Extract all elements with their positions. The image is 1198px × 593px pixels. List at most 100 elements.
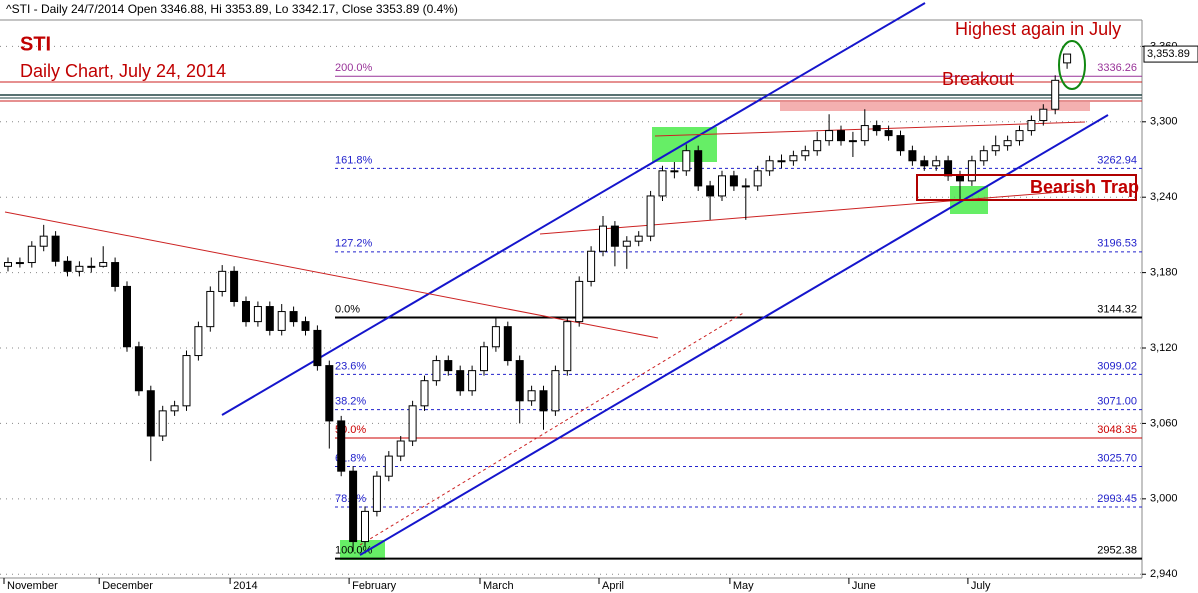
- candle-body: [194, 326, 203, 357]
- candle-body: [658, 170, 667, 197]
- candle-body: [515, 360, 524, 402]
- candle-body: [527, 390, 536, 402]
- candle-body: [872, 125, 881, 132]
- highlight-ellipse: [1058, 40, 1086, 90]
- candle-body: [539, 390, 548, 412]
- chart-title: STI: [20, 33, 51, 55]
- fib-value: 3071.00: [1097, 396, 1137, 408]
- highlight: [340, 540, 385, 560]
- candle-body: [63, 260, 72, 272]
- candle-body: [27, 245, 36, 264]
- x-tick-label: 2014: [233, 580, 257, 592]
- candle-body: [813, 140, 822, 152]
- fib-name: 161.8%: [335, 154, 373, 166]
- candle-body: [39, 235, 48, 247]
- candle-body: [765, 160, 774, 172]
- candle-body: [741, 185, 750, 188]
- trend-line: [4, 211, 659, 339]
- candle-body: [777, 160, 786, 163]
- fib-name: 200.0%: [335, 62, 373, 74]
- annotation: Breakout: [942, 69, 1014, 89]
- candle-body: [111, 262, 120, 287]
- candle-body: [289, 311, 298, 323]
- fib-value: 3262.94: [1097, 154, 1137, 166]
- fib-value: 2993.45: [1097, 493, 1137, 505]
- candle-body: [967, 160, 976, 182]
- header: ^STI - Daily 24/7/2014 Open 3346.88, Hi …: [6, 2, 458, 16]
- candle-body: [848, 140, 857, 143]
- candle-body: [182, 355, 191, 407]
- fib-name: 127.2%: [335, 238, 373, 250]
- candle-body: [991, 145, 1000, 152]
- candle-body: [456, 370, 465, 392]
- candle-body: [896, 135, 905, 152]
- last-price-label: 3,353.89: [1147, 48, 1190, 60]
- candle-body: [396, 440, 405, 457]
- candle-body: [158, 410, 167, 437]
- candle-body: [599, 225, 607, 252]
- candle-body: [87, 265, 96, 268]
- x-tick-label: June: [852, 580, 876, 592]
- trend-line: [654, 121, 1086, 137]
- y-tick-label: 2,940: [1150, 568, 1178, 580]
- fib-value: 3099.02: [1097, 360, 1137, 372]
- candle-body: [1039, 108, 1048, 122]
- candle-body: [337, 420, 346, 472]
- x-tick-label: April: [602, 580, 624, 592]
- fib-name: 23.6%: [335, 360, 366, 372]
- y-tick-label: 3,180: [1150, 267, 1178, 279]
- candle-body: [575, 280, 584, 323]
- x-tick-label: March: [483, 580, 514, 592]
- fib-value: 2952.38: [1097, 545, 1137, 557]
- candle-body: [682, 150, 691, 172]
- candle-body: [718, 175, 726, 197]
- trend-line: [539, 189, 1086, 235]
- candle-body: [587, 250, 596, 282]
- candle-body: [634, 235, 643, 242]
- candle-body: [801, 150, 810, 157]
- candle-body: [206, 290, 215, 328]
- candle-body: [706, 185, 715, 197]
- y-tick-label: 3,240: [1150, 191, 1178, 203]
- fib-value: 3144.32: [1097, 303, 1137, 315]
- candle-body: [837, 130, 845, 142]
- y-tick-label: 3,120: [1150, 342, 1178, 354]
- fib-value: 3025.70: [1097, 452, 1137, 464]
- candle-body: [325, 365, 334, 422]
- candle-body: [218, 270, 227, 292]
- candle-body: [1051, 79, 1060, 110]
- y-tick-label: 3,300: [1150, 116, 1178, 128]
- candle-body: [4, 262, 12, 267]
- x-tick-label: December: [102, 580, 153, 592]
- candle-body: [908, 150, 917, 162]
- fib-value: 3196.53: [1097, 238, 1137, 250]
- fib-value: 3048.35: [1097, 424, 1137, 436]
- candle-body: [134, 346, 143, 392]
- fib-value: 3336.26: [1097, 62, 1137, 74]
- candle-body: [860, 125, 869, 142]
- candle-body: [372, 475, 381, 512]
- channel-line: [359, 114, 1109, 556]
- candle-body: [551, 370, 560, 412]
- candle-body: [361, 510, 369, 543]
- chart-subtitle: Daily Chart, July 24, 2014: [20, 61, 226, 81]
- candle-body: [729, 175, 738, 187]
- candle-body: [622, 240, 631, 247]
- candle-body: [384, 455, 393, 477]
- axes: 2,9403,0003,0603,1203,1803,2403,3003,360…: [3, 40, 1198, 592]
- candle-body: [265, 306, 274, 331]
- candle-body: [253, 306, 262, 323]
- candle-body: [932, 160, 941, 167]
- annotation: Highest again in July: [955, 19, 1121, 39]
- candle-body: [944, 160, 953, 177]
- candle-body: [123, 285, 131, 348]
- channel-line: [221, 2, 926, 416]
- candle-body: [563, 321, 572, 372]
- candle-body: [349, 470, 358, 543]
- x-tick-label: May: [733, 580, 754, 592]
- candle-body: [313, 329, 322, 367]
- candle-body: [610, 225, 619, 247]
- annotation: Bearish Trap: [1030, 177, 1139, 197]
